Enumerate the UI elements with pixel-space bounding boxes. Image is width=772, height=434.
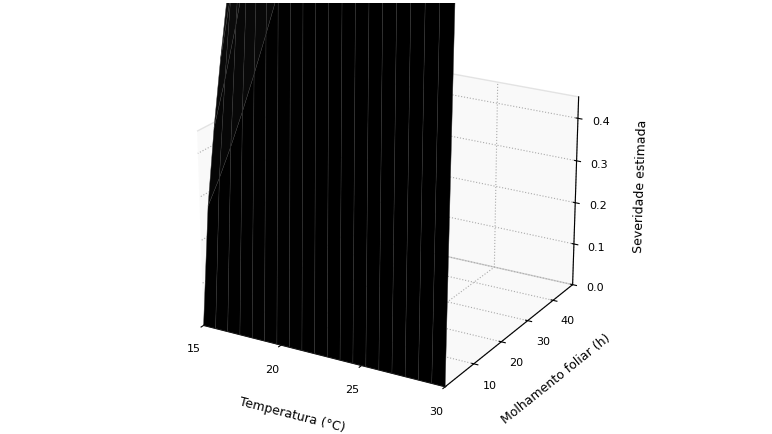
X-axis label: Temperatura (°C): Temperatura (°C) <box>238 394 347 434</box>
Y-axis label: Molhamento foliar (h): Molhamento foliar (h) <box>499 331 613 426</box>
